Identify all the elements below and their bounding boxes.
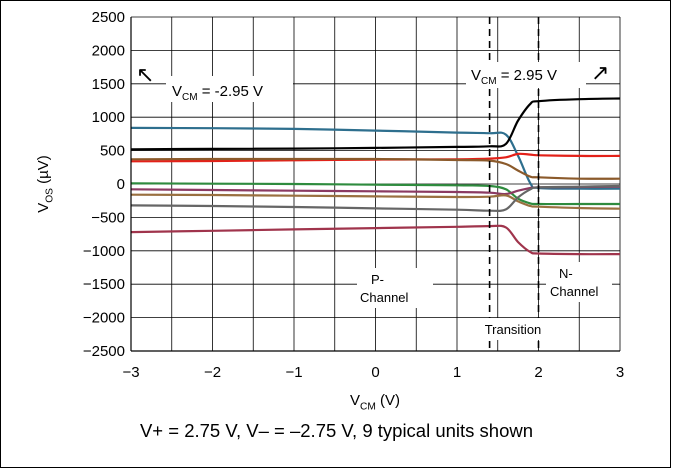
y-axis-title: VOS (µV) <box>35 155 56 213</box>
y-tick-label: 2000 <box>92 42 125 59</box>
y-tick-label: −500 <box>91 209 125 226</box>
y-tick-label: 1500 <box>92 76 125 93</box>
x-tick-label: 3 <box>616 364 624 381</box>
n-channel-box <box>546 262 612 302</box>
y-tick-label: 2500 <box>92 9 125 26</box>
x-tick-label: −3 <box>122 364 139 381</box>
right-vcm-box <box>466 62 586 88</box>
x-axis-title: VCM (V) <box>350 392 400 413</box>
right-vcm-label: VCM = 2.95 V <box>471 67 557 87</box>
transition-box <box>474 318 552 340</box>
y-tick-label: −1500 <box>83 276 125 293</box>
region-boundaries <box>488 17 540 351</box>
annotations: VCM = -2.95 V ↖ VCM = 2.95 V ↗ P- Channel N- Ch… <box>136 60 612 340</box>
x-tick-label: 2 <box>534 364 542 381</box>
axes <box>130 17 620 352</box>
series-line-7 <box>130 193 621 210</box>
axis-labels: 2500 2000 1500 1000 500 0 −500 −1000 −1500 −2000 −… <box>35 9 624 413</box>
x-tick-label: −2 <box>204 364 221 381</box>
n-channel-label-line2: Channel <box>550 284 599 299</box>
x-tick-label: 0 <box>371 364 379 381</box>
y-tick-label: 500 <box>100 143 125 160</box>
y-tick-label: −2000 <box>83 310 125 327</box>
y-tick-label: −1000 <box>83 243 125 260</box>
chart-caption: V+ = 2.75 V, V– = –2.75 V, 9 typical uni… <box>139 420 534 441</box>
left-vcm-label: VCM = -2.95 V <box>172 83 263 103</box>
p-channel-label-line2: Channel <box>360 290 409 305</box>
y-tick-label: −2500 <box>83 343 125 360</box>
left-vcm-box <box>166 76 293 102</box>
x-tick-label: −1 <box>285 364 302 381</box>
vos-vs-vcm-chart: 2500 2000 1500 1000 500 0 −500 −1000 −1500 −2000 −… <box>35 9 624 413</box>
y-tick-label: 0 <box>117 176 125 193</box>
p-channel-box <box>357 268 433 308</box>
n-channel-label-line1: N- <box>559 266 573 281</box>
right-arrow-icon: ↗ <box>591 60 609 85</box>
left-arrow-icon: ↖ <box>136 62 154 87</box>
transition-label: Transition <box>485 322 542 337</box>
x-tick-label: 1 <box>453 364 461 381</box>
p-channel-label-line1: P- <box>371 272 384 287</box>
y-tick-label: 1000 <box>92 109 125 126</box>
